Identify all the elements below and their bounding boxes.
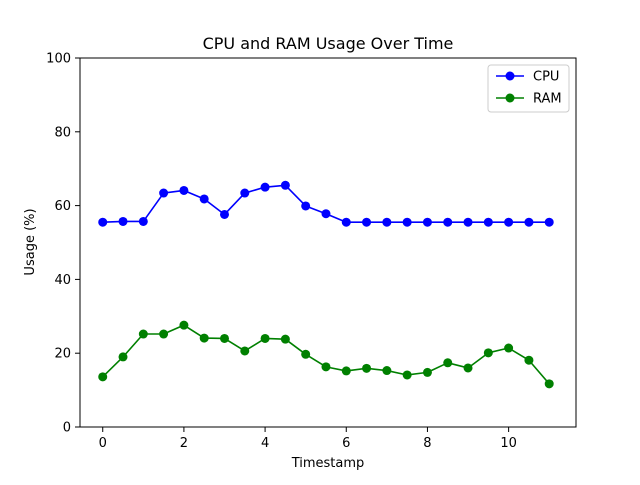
cpu-point: [98, 217, 108, 227]
x-tick-label: 10: [500, 436, 517, 451]
cpu-point: [199, 194, 209, 204]
ram-point: [240, 346, 250, 356]
ram-point: [402, 370, 412, 380]
plot-frame: [79, 57, 577, 428]
cpu-point: [483, 217, 493, 227]
ram-legend-label: RAM: [533, 92, 562, 107]
cpu-point: [240, 188, 250, 198]
ram-point: [138, 329, 148, 339]
cpu-point: [220, 209, 229, 219]
cpu-point: [443, 217, 453, 227]
ram-point: [301, 349, 311, 359]
cpu-point: [321, 209, 331, 219]
ram-point: [159, 329, 169, 339]
y-tick-label: 80: [54, 125, 71, 140]
cpu-point: [301, 201, 311, 211]
x-tick-label: 0: [99, 436, 107, 451]
ram-point: [382, 366, 392, 376]
legend: CPU RAM: [487, 64, 570, 113]
ram-point: [98, 372, 108, 382]
x-tick-label: 2: [180, 436, 188, 451]
ram-series: [98, 320, 554, 389]
x-tick-label: 6: [342, 436, 350, 451]
y-tick-label: 20: [54, 347, 71, 362]
y-tick-label: 60: [54, 199, 71, 214]
cpu-point: [138, 216, 148, 226]
ram-point: [463, 363, 473, 373]
cpu-point: [402, 217, 412, 227]
cpu-point: [260, 182, 270, 192]
cpu-point: [362, 217, 372, 227]
cpu-legend-label: CPU: [533, 70, 559, 85]
ram-point: [220, 333, 229, 343]
ram-legend-marker: [505, 93, 515, 103]
ram-point: [504, 343, 514, 353]
cpu-point: [159, 188, 169, 198]
cpu-point: [341, 217, 351, 227]
y-axis-label: Usage (%): [23, 208, 38, 275]
ram-point: [524, 355, 534, 365]
cpu-point: [179, 185, 189, 195]
x-tick-label: 4: [261, 436, 269, 451]
cpu-point: [382, 217, 392, 227]
ram-point: [341, 366, 351, 376]
y-tick-label: 0: [63, 421, 71, 436]
chart-title: CPU and RAM Usage Over Time: [203, 34, 454, 53]
y-tick-label: 100: [46, 52, 71, 67]
ram-point: [118, 352, 128, 362]
cpu-legend-marker: [505, 71, 515, 81]
series-layer: [98, 180, 554, 389]
cpu-point: [544, 217, 554, 227]
ram-point: [280, 334, 290, 344]
ram-point: [483, 348, 493, 358]
ram-point: [362, 363, 372, 373]
cpu-point: [118, 216, 128, 226]
cpu-point: [463, 217, 473, 227]
cpu-point: [422, 217, 432, 227]
cpu-point: [280, 180, 290, 190]
ram-point: [260, 333, 270, 343]
x-tick-label: 8: [423, 436, 431, 451]
cpu-series: [98, 180, 554, 227]
ram-point: [544, 379, 554, 389]
ram-point: [443, 358, 453, 368]
cpu-point: [504, 217, 514, 227]
x-axis-label: Timestamp: [291, 456, 365, 471]
ram-point: [422, 367, 432, 377]
ram-point: [199, 333, 209, 343]
y-tick-label: 40: [54, 273, 71, 288]
ram-point: [321, 362, 331, 372]
cpu-point: [524, 217, 534, 227]
ram-line: [102, 324, 550, 385]
ram-point: [179, 320, 189, 330]
